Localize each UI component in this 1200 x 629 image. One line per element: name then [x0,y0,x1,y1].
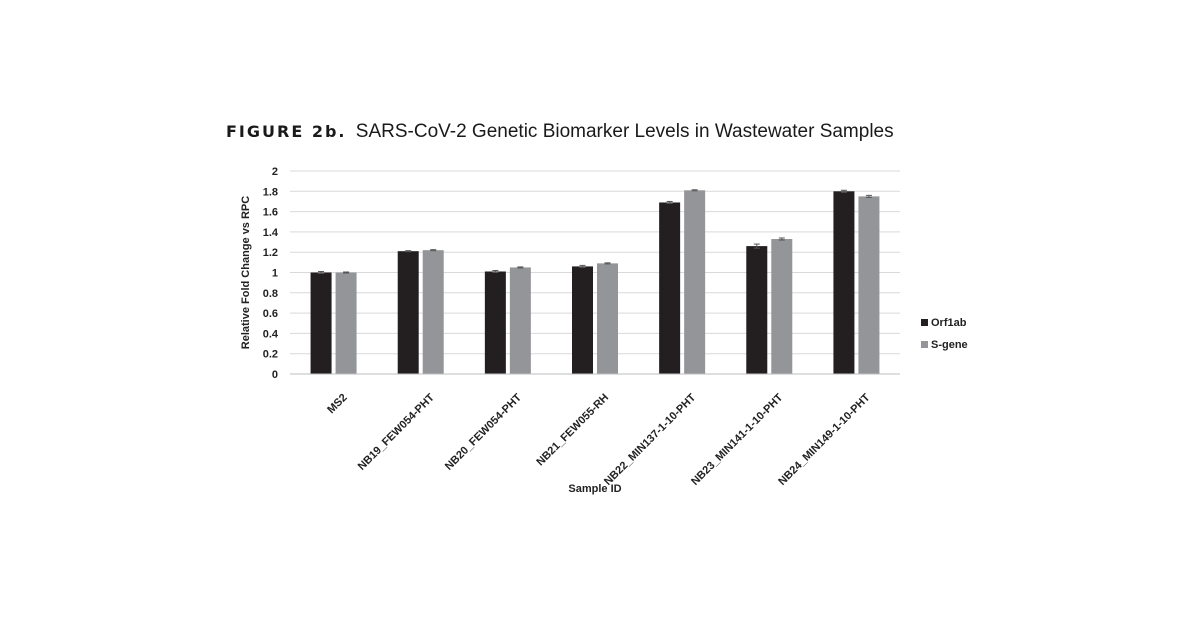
bar-orf1ab-5 [746,246,768,374]
bar-orf1ab-0 [310,272,332,374]
bar-s-gene-1 [422,250,444,374]
x-tick-label: NB19_FEW054-PHT [356,391,437,472]
x-tick-label: NB21_FEW055-RH [534,392,611,469]
y-tick-label: 1 [272,268,278,280]
legend-swatch-orf1ab [921,319,928,326]
y-tick-label: 0.2 [263,349,278,361]
legend: Orf1ab S-gene [921,317,968,351]
x-axis-label: Sample ID [568,483,621,495]
y-tick-label: 1.6 [263,207,278,219]
y-tick-label: 1.4 [263,227,279,239]
legend-label-s-gene: S-gene [931,339,968,351]
y-tick-label: 0 [272,369,278,381]
y-tick-label: 0.4 [263,328,279,340]
x-tick-label: NB24_MIN149-1-10-PHT [776,391,872,487]
y-tick-label: 2 [272,166,278,178]
bar-orf1ab-4 [659,202,681,374]
bar-s-gene-6 [858,196,880,374]
x-tick-label: NB22_MIN137-1-10-PHT [602,391,698,487]
bar-s-gene-2 [509,267,531,374]
bar-orf1ab-3 [572,266,593,374]
bar-s-gene-0 [335,272,357,374]
y-axis-ticks: 0 0.2 0.4 0.6 0.8 1 1.2 1.4 1.6 1.8 2 [263,166,279,381]
bar-s-gene-3 [597,263,618,374]
x-tick-label: MS2 [325,392,349,416]
y-axis-label: Relative Fold Change vs RPC [240,196,252,349]
y-tick-label: 1.2 [263,247,278,259]
x-axis-ticks: MS2 NB19_FEW054-PHT NB20_FEW054-PHT NB21_FE… [325,391,873,487]
gridlines [290,170,900,355]
legend-label-orf1ab: Orf1ab [931,317,967,329]
bar-orf1ab-2 [484,271,506,374]
x-tick-label: NB23_MIN141-1-10-PHT [689,391,785,487]
legend-swatch-s-gene [921,341,928,348]
figure-title-text: SARS-CoV-2 Genetic Biomarker Levels in W… [355,121,894,142]
bar-s-gene-5 [771,239,793,374]
bar-orf1ab-1 [397,251,419,374]
bars [310,189,880,374]
y-tick-label: 0.6 [263,308,278,320]
bar-orf1ab-6 [833,191,855,374]
x-tick-label: NB20_FEW054-PHT [443,391,524,472]
figure-title: FIGURE 2b. SARS-CoV-2 Genetic Biomarker … [226,121,894,143]
y-tick-label: 0.8 [263,288,278,300]
y-tick-label: 1.8 [263,186,278,198]
figure-label: FIGURE 2b. [226,122,347,141]
bar-s-gene-4 [684,190,706,374]
